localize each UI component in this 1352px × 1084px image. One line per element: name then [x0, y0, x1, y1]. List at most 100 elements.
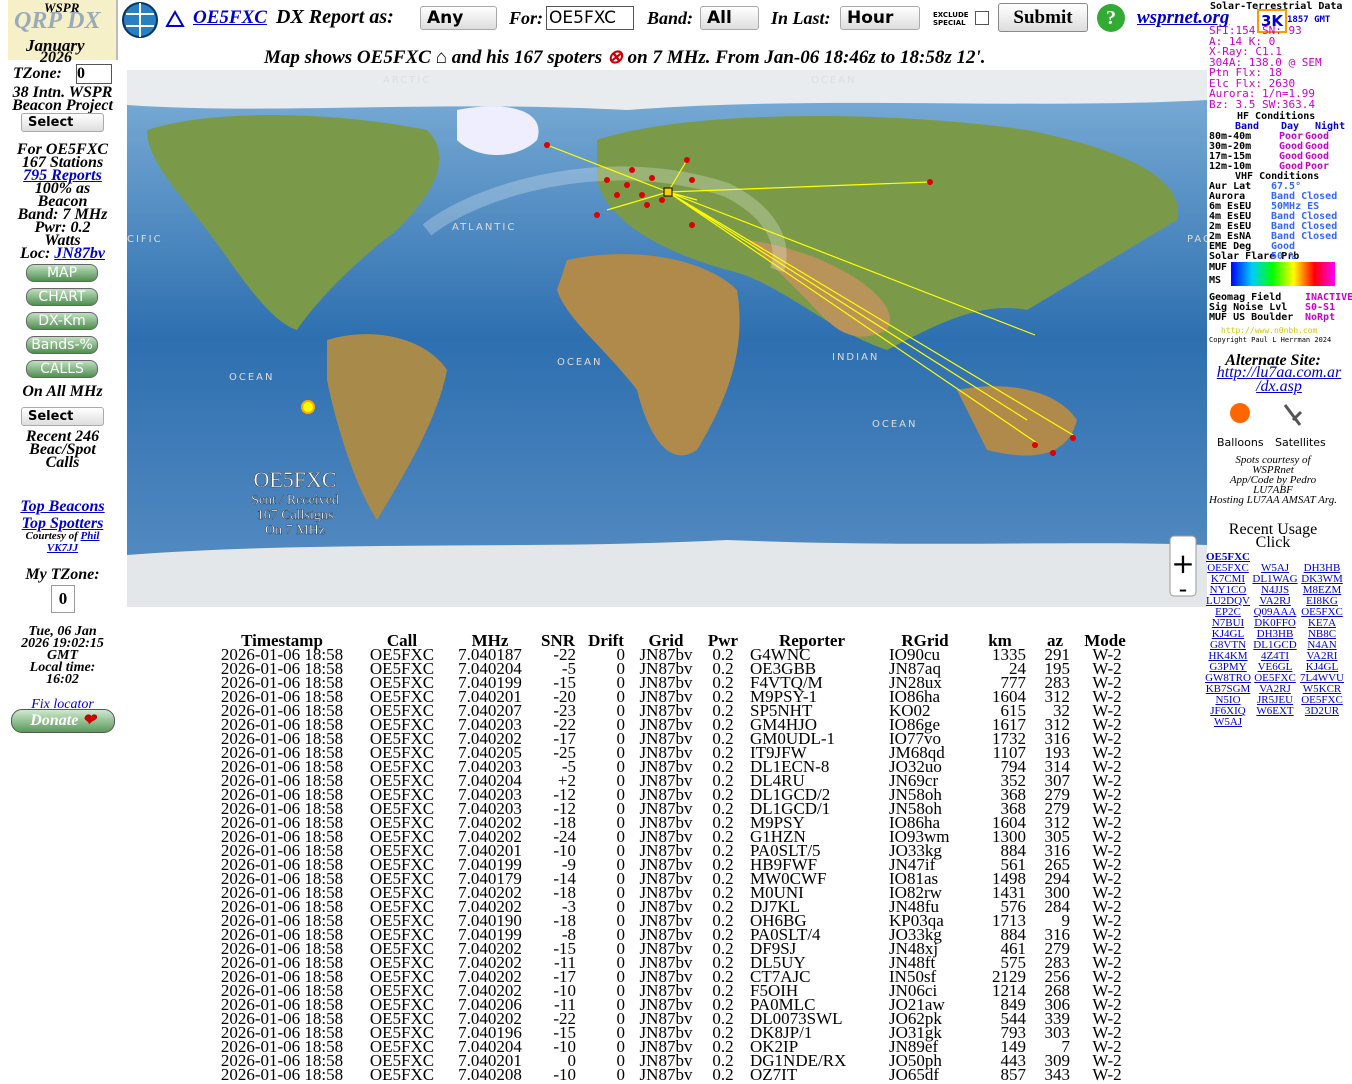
donate-button[interactable]: Donate ❤: [11, 709, 115, 733]
exclude-checkbox[interactable]: [975, 11, 989, 25]
table-cell: W-2: [1092, 1037, 1122, 1056]
nav-button[interactable]: CALLS: [26, 360, 98, 378]
recent-call[interactable]: DL1GCD: [1253, 639, 1297, 651]
alt-url[interactable]: /dx.asp: [1256, 378, 1302, 395]
recent-call[interactable]: VA2RJ: [1259, 683, 1291, 695]
nav-button[interactable]: CHART: [26, 288, 98, 306]
recent-call[interactable]: KB7SGM: [1205, 683, 1251, 695]
globe-icons[interactable]: [120, 0, 190, 40]
recent-call[interactable]: 4Z4TI: [1260, 650, 1290, 662]
recent-call[interactable]: 3D2UR: [1304, 705, 1340, 717]
zoom-in[interactable]: +: [1171, 547, 1194, 580]
recent-call[interactable]: K7CMI: [1210, 573, 1246, 585]
recent-call[interactable]: G8VTN: [1209, 639, 1247, 651]
fix-locator[interactable]: Fix locator: [31, 697, 94, 712]
recent-call[interactable]: W5AJ: [1213, 716, 1243, 728]
balloons[interactable]: Balloons: [1217, 436, 1264, 449]
table-cell: OE5FXC: [369, 687, 435, 706]
table-cell: W-2: [1092, 1065, 1122, 1084]
nav-button[interactable]: Bands-%: [26, 336, 98, 354]
recent-call[interactable]: LU2DQV: [1206, 595, 1250, 607]
site-link[interactable]: wsprnet.org: [1137, 7, 1230, 28]
recent-call[interactable]: OE5FXC: [1207, 562, 1249, 574]
table-cell: 2026-01-06 18:58: [220, 869, 344, 888]
report-select[interactable]: Any: [420, 6, 497, 30]
top-spotters[interactable]: Top Spotters: [21, 515, 104, 532]
recent-call[interactable]: N4JJS: [1260, 584, 1290, 596]
solar-url[interactable]: http://www.n0nbh.com: [1221, 326, 1318, 335]
table-cell: 2026-01-06 18:58: [220, 673, 344, 692]
recent-call[interactable]: DK3WM: [1301, 573, 1343, 585]
table-cell: 2026-01-06 18:58: [220, 855, 344, 874]
recent-call[interactable]: KE7A: [1307, 617, 1337, 629]
recent-call[interactable]: OE5FXC: [1301, 606, 1343, 618]
recent-call[interactable]: NB8C: [1307, 628, 1337, 640]
vk7jj-link[interactable]: VK7JJ: [46, 542, 79, 554]
beacon-select[interactable]: Select: [21, 113, 104, 132]
solar-cell: 2m EsEU: [1209, 221, 1252, 232]
table-cell: 7.040202: [458, 939, 522, 958]
recent-call[interactable]: KJ4GL: [1211, 628, 1245, 640]
map[interactable]: ARCTIC OCEAN ATLANTIC INDIAN OCEAN OCEAN…: [127, 70, 1207, 607]
recent-call[interactable]: VA2RJ: [1259, 595, 1291, 607]
recent-call[interactable]: VA2RI: [1306, 650, 1338, 662]
recent-call[interactable]: G3PMY: [1209, 661, 1247, 673]
help-button[interactable]: ?: [1097, 4, 1125, 32]
my-tz-input[interactable]: 0: [51, 585, 75, 613]
recent-call[interactable]: JR5JEU: [1256, 694, 1294, 706]
recent-call[interactable]: N7BUI: [1211, 617, 1245, 629]
recent-call[interactable]: N4AN: [1307, 639, 1337, 651]
alt-url[interactable]: http://lu7aa.com.ar: [1216, 364, 1342, 381]
loc-link[interactable]: JN87bv: [54, 245, 105, 262]
zoom-out[interactable]: -: [1179, 575, 1188, 603]
recent-call[interactable]: DL1WAG: [1252, 573, 1298, 585]
nav-button[interactable]: DX-Km: [26, 312, 98, 330]
recent-call[interactable]: M8EZM: [1302, 584, 1342, 596]
alt-link[interactable]: http://lu7aa.com.ar/dx.asp: [1204, 364, 1352, 395]
band-select[interactable]: All: [700, 6, 759, 30]
recent-call[interactable]: VE6GL: [1257, 661, 1293, 673]
table-cell: 0.2: [712, 1051, 734, 1070]
call-link[interactable]: OE5FXC: [193, 7, 267, 28]
table-cell: F4VTQ/M: [750, 673, 823, 692]
icons[interactable]: [1225, 400, 1315, 430]
recent-call[interactable]: NY1CO: [1209, 584, 1247, 596]
recent-header[interactable]: OE5FXC: [1206, 551, 1250, 563]
solar-line: Bz: 3.5 SW:363.4: [1209, 97, 1315, 111]
map-label: ATLANTIC: [452, 222, 516, 233]
recent-call[interactable]: N5IO: [1215, 694, 1241, 706]
recent-call[interactable]: OE5FXC: [1301, 694, 1343, 706]
recent-call[interactable]: DH3HB: [1256, 628, 1294, 640]
table-cell: OE3GBB: [750, 659, 817, 678]
top-beacons[interactable]: Top Beacons: [20, 498, 105, 515]
recent-call[interactable]: DH3HB: [1303, 562, 1341, 574]
table-cell: 544: [1000, 1009, 1027, 1028]
tzone-input[interactable]: 0: [76, 64, 112, 84]
recent-call[interactable]: JF6XIQ: [1210, 705, 1246, 717]
recent-call[interactable]: Q09AAA: [1253, 606, 1297, 618]
satellites[interactable]: Satellites: [1275, 436, 1326, 449]
submit-button[interactable]: Submit: [998, 3, 1088, 32]
recent-call[interactable]: EP2C: [1215, 606, 1241, 618]
mhz-select[interactable]: Select: [21, 407, 104, 426]
recent-call[interactable]: W6EXT: [1256, 705, 1294, 717]
recent-call[interactable]: W5AJ: [1260, 562, 1290, 574]
table-cell: -15: [553, 673, 576, 692]
table-cell: JN87bv: [639, 673, 693, 692]
last-select[interactable]: Hour: [840, 6, 920, 30]
recent-call[interactable]: DK0FFO: [1254, 617, 1296, 629]
recent-call[interactable]: OE5FXC: [1254, 672, 1296, 684]
nav-button[interactable]: MAP: [26, 264, 98, 282]
recent-call[interactable]: 7L4WVU: [1300, 672, 1344, 684]
recent-call[interactable]: GW8TRO: [1205, 672, 1251, 684]
recent-call[interactable]: KJ4GL: [1305, 661, 1339, 673]
phil-link[interactable]: Phil: [80, 530, 100, 542]
recent-call[interactable]: HK4KM: [1208, 650, 1248, 662]
solar-cell: Good: [1279, 141, 1304, 152]
table-cell: 0.2: [712, 771, 734, 790]
for-input[interactable]: OE5FXC: [546, 6, 634, 30]
reports-link[interactable]: 795 Reports: [23, 167, 102, 184]
table-cell: 7.040203: [458, 757, 522, 776]
recent-call[interactable]: W5KCR: [1302, 683, 1342, 695]
recent-call[interactable]: EI8KG: [1306, 595, 1338, 607]
